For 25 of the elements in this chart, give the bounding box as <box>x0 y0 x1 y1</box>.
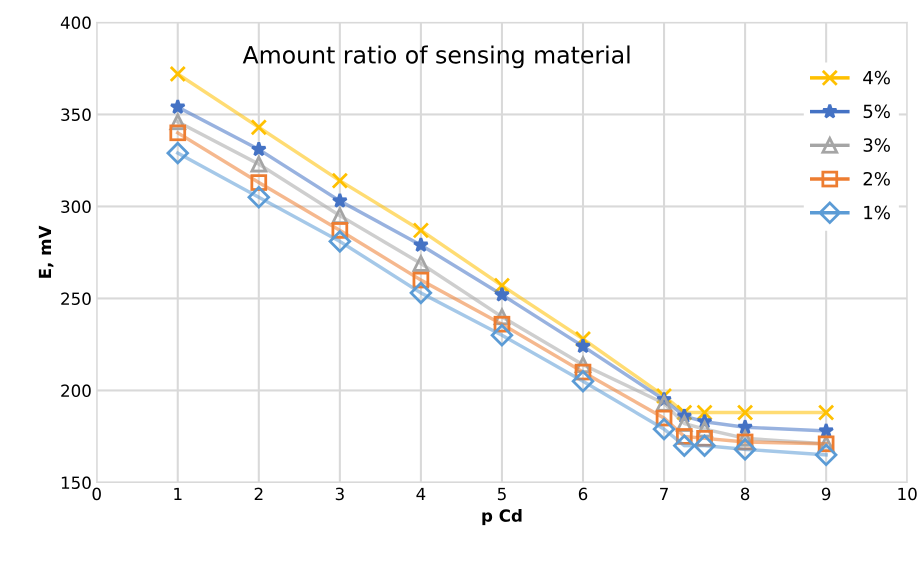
y-tick-label: 400 <box>60 16 91 30</box>
y-tick-label: 150 <box>62 476 91 490</box>
y-tick-label: 300 <box>61 200 91 214</box>
y-tick-label: 350 <box>61 108 91 122</box>
legend-label: 4% <box>863 70 890 84</box>
y-tick-label: 200 <box>61 384 91 398</box>
x-tick-label: 2 <box>254 488 262 500</box>
x-tick-label: 9 <box>822 488 830 500</box>
x-tick-label: 8 <box>740 488 750 500</box>
x-tick-label: 6 <box>578 488 588 500</box>
x-tick-label: 3 <box>336 488 344 500</box>
legend-label: 3% <box>864 138 890 152</box>
x-axis-title: p Cd <box>482 509 522 526</box>
x-tick-label: 1 <box>174 488 182 500</box>
x-tick-label: 10 <box>898 488 917 500</box>
x-tick-label: 5 <box>498 488 506 500</box>
x-tick-label: 0 <box>92 488 101 500</box>
x-tick-label: 7 <box>660 488 668 500</box>
legend-label: 2% <box>864 172 890 186</box>
legend-label: 1% <box>864 206 890 220</box>
text: Amount ratio of sensing material <box>242 45 630 68</box>
legend-label: 5% <box>864 104 890 118</box>
y-tick-label: 250 <box>61 292 91 306</box>
x-tick-label: 4 <box>416 488 426 500</box>
y-axis-title: E, mV <box>38 226 54 278</box>
